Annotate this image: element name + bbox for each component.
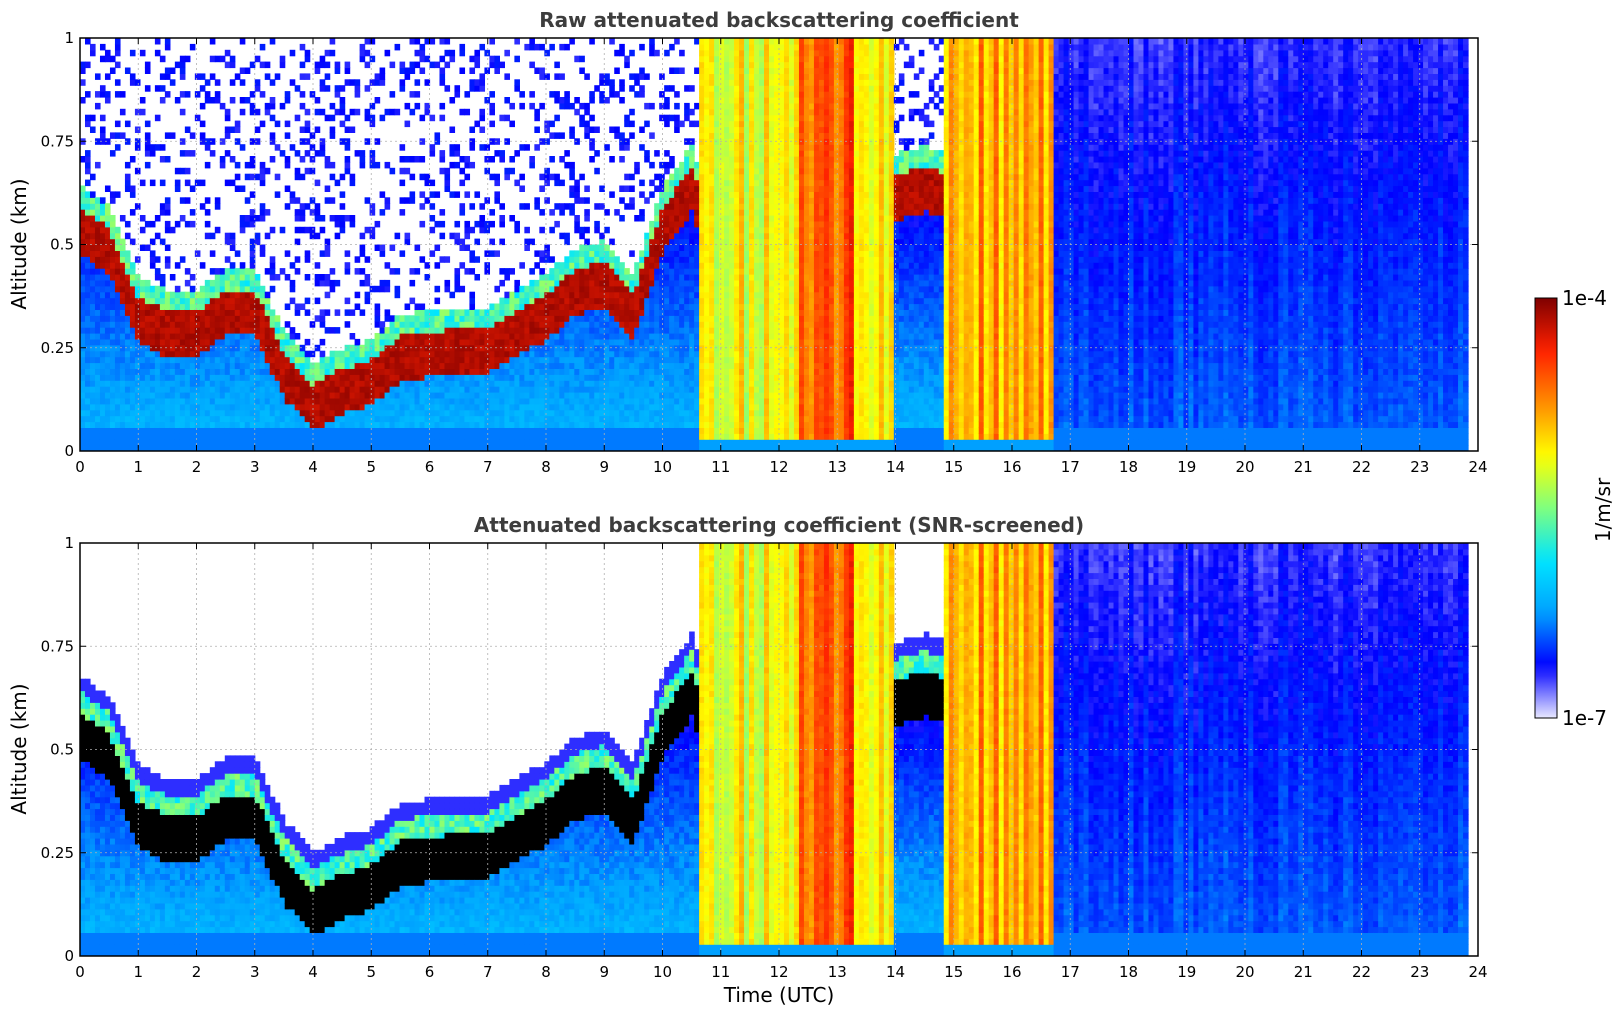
x-tick-label: 11 bbox=[711, 458, 730, 476]
x-tick-label: 7 bbox=[483, 458, 493, 476]
x-tick-label: 5 bbox=[366, 458, 376, 476]
x-tick-label: 14 bbox=[886, 963, 905, 981]
y-ticks: 0 0.25 0.5 0.75 1 bbox=[41, 29, 1478, 460]
x-tick-label: 7 bbox=[483, 963, 493, 981]
x-tick-label: 12 bbox=[769, 963, 788, 981]
x-tick-label: 4 bbox=[308, 963, 318, 981]
y-axis-label: Altitude (km) bbox=[7, 683, 31, 814]
x-tick-label: 18 bbox=[1119, 963, 1138, 981]
x-tick-label: 17 bbox=[1061, 458, 1080, 476]
x-tick-label: 22 bbox=[1352, 458, 1371, 476]
x-tick-label: 10 bbox=[653, 963, 672, 981]
x-tick-label: 19 bbox=[1177, 963, 1196, 981]
x-tick-label: 21 bbox=[1294, 458, 1313, 476]
y-tick-label: 0.25 bbox=[41, 844, 74, 862]
x-tick-label: 2 bbox=[192, 963, 202, 981]
heatmap-raw bbox=[80, 38, 1469, 451]
x-tick-label: 15 bbox=[944, 963, 963, 981]
x-tick-label: 23 bbox=[1410, 963, 1429, 981]
x-tick-label: 11 bbox=[711, 963, 730, 981]
x-tick-label: 22 bbox=[1352, 963, 1371, 981]
x-tick-label: 8 bbox=[541, 458, 551, 476]
x-tick-label: 24 bbox=[1468, 458, 1487, 476]
x-ticks: 0 1 2 3 4 5 6 7 8 9 10 11 12 13 14 15 16 17 18 19 20 21 22 23 24 bbox=[75, 543, 1488, 981]
x-tick-label: 24 bbox=[1468, 963, 1487, 981]
panel-raw: Raw attenuated backscattering coefficien… bbox=[7, 8, 1488, 476]
x-tick-label: 3 bbox=[250, 963, 260, 981]
y-tick-label: 1 bbox=[64, 29, 74, 47]
colorbar-min-label: 1e-7 bbox=[1562, 706, 1607, 730]
panel-title: Raw attenuated backscattering coefficien… bbox=[539, 8, 1019, 32]
y-ticks: 0 0.25 0.5 0.75 1 bbox=[41, 534, 1478, 965]
colorbar-unit-label: 1/m/sr bbox=[1591, 477, 1615, 542]
x-tick-label: 0 bbox=[75, 963, 85, 981]
x-tick-label: 2 bbox=[192, 458, 202, 476]
x-tick-label: 1 bbox=[133, 458, 143, 476]
x-axis-label: Time (UTC) bbox=[723, 983, 835, 1007]
colorbar-max-label: 1e-4 bbox=[1562, 286, 1607, 310]
x-tick-label: 14 bbox=[886, 458, 905, 476]
x-tick-label: 10 bbox=[653, 458, 672, 476]
x-tick-label: 20 bbox=[1235, 963, 1254, 981]
x-tick-label: 15 bbox=[944, 458, 963, 476]
x-ticks: 0 1 2 3 4 5 6 7 8 9 10 11 12 13 14 15 16 17 18 19 20 21 22 23 24 bbox=[75, 38, 1488, 476]
colorbar: 1e-4 1e-7 1/m/sr bbox=[1534, 286, 1615, 730]
y-tick-label: 0.75 bbox=[41, 132, 74, 150]
y-tick-label: 0 bbox=[64, 947, 74, 965]
x-tick-label: 12 bbox=[769, 458, 788, 476]
x-tick-label: 4 bbox=[308, 458, 318, 476]
x-tick-label: 8 bbox=[541, 963, 551, 981]
y-tick-label: 0.5 bbox=[50, 741, 74, 759]
colorbar-gradient bbox=[1534, 297, 1558, 719]
x-tick-label: 0 bbox=[75, 458, 85, 476]
x-tick-label: 17 bbox=[1061, 963, 1080, 981]
y-tick-label: 1 bbox=[64, 534, 74, 552]
x-tick-label: 13 bbox=[828, 458, 847, 476]
y-tick-label: 0.25 bbox=[41, 339, 74, 357]
gridlines bbox=[79, 542, 1479, 957]
x-tick-label: 21 bbox=[1294, 963, 1313, 981]
y-axis-label: Altitude (km) bbox=[7, 178, 31, 309]
x-tick-label: 6 bbox=[425, 963, 435, 981]
x-tick-label: 16 bbox=[1002, 963, 1021, 981]
x-tick-label: 16 bbox=[1002, 458, 1021, 476]
y-tick-label: 0.75 bbox=[41, 637, 74, 655]
x-tick-label: 18 bbox=[1119, 458, 1138, 476]
y-tick-label: 0.5 bbox=[50, 236, 74, 254]
x-tick-label: 19 bbox=[1177, 458, 1196, 476]
x-tick-label: 9 bbox=[599, 458, 609, 476]
x-tick-label: 1 bbox=[133, 963, 143, 981]
x-tick-label: 20 bbox=[1235, 458, 1254, 476]
x-tick-label: 5 bbox=[366, 963, 376, 981]
x-tick-label: 3 bbox=[250, 458, 260, 476]
x-tick-label: 6 bbox=[425, 458, 435, 476]
x-tick-label: 23 bbox=[1410, 458, 1429, 476]
panel-screened: Attenuated backscattering coefficient (S… bbox=[7, 513, 1488, 1007]
x-tick-label: 13 bbox=[828, 963, 847, 981]
y-tick-label: 0 bbox=[64, 442, 74, 460]
panel-title: Attenuated backscattering coefficient (S… bbox=[474, 513, 1084, 537]
x-tick-label: 9 bbox=[599, 963, 609, 981]
